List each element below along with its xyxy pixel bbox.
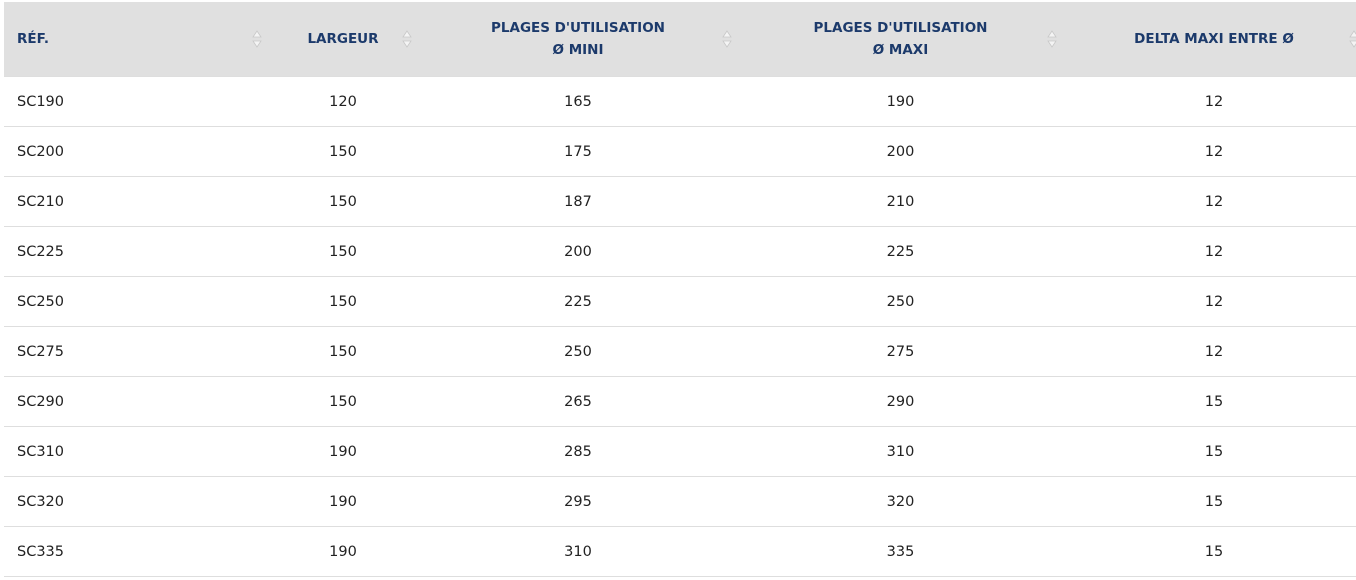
data-table: RÉF. LARGEUR PLAGES D'UTILISATION Ø MINI PLA…: [4, 2, 1356, 577]
table-cell: 150: [268, 276, 418, 327]
table-cell: 295: [418, 476, 738, 527]
sort-arrow: [1047, 40, 1057, 48]
table-row: SC275 150 250 275 12: [4, 326, 1356, 377]
sort-arrow: [1349, 30, 1356, 38]
table-row: SC225 150 200 225 12: [4, 226, 1356, 277]
sort-arrow: [402, 30, 412, 38]
table-row: SC290 150 265 290 15: [4, 376, 1356, 427]
table-cell: SC275: [4, 326, 268, 377]
table-cell: SC310: [4, 426, 268, 477]
table-cell: 150: [268, 126, 418, 177]
table-cell: 250: [418, 326, 738, 377]
sort-arrow: [1349, 40, 1356, 48]
table-cell: 12: [1063, 126, 1356, 177]
header-text: Ø MAXI: [872, 42, 929, 58]
table-cell: 285: [418, 426, 738, 477]
table-cell: SC210: [4, 176, 268, 227]
table-cell: SC200: [4, 126, 268, 177]
table-cell: SC250: [4, 276, 268, 327]
table-cell: 150: [268, 176, 418, 227]
sort-arrow: [722, 40, 732, 48]
table-cell: 225: [738, 226, 1063, 277]
table-cell: 150: [268, 326, 418, 377]
table-cell: 12: [1063, 76, 1356, 127]
table-cell: 190: [738, 76, 1063, 127]
header-text: DELTA MAXI ENTRE Ø: [1134, 31, 1294, 47]
table-cell: 225: [418, 276, 738, 327]
table-cell: 12: [1063, 176, 1356, 227]
sort-arrow: [252, 40, 262, 48]
header-text: RÉF.: [17, 31, 49, 47]
table-cell: 12: [1063, 276, 1356, 327]
header-text: Ø MINI: [552, 42, 604, 58]
table-row: SC190 120 165 190 12: [4, 76, 1356, 127]
table-cell: 310: [418, 526, 738, 577]
sort-icon[interactable]: [402, 29, 412, 49]
sort-icon[interactable]: [252, 29, 262, 49]
table-cell: SC320: [4, 476, 268, 527]
table-cell: 175: [418, 126, 738, 177]
column-header[interactable]: RÉF.: [4, 2, 268, 77]
table-cell: 120: [268, 76, 418, 127]
table-row: SC250 150 225 250 12: [4, 276, 1356, 327]
table-cell: 320: [738, 476, 1063, 527]
table-cell: 250: [738, 276, 1063, 327]
table-row: SC320 190 295 320 15: [4, 476, 1356, 527]
table-cell: 12: [1063, 326, 1356, 377]
table-cell: SC335: [4, 526, 268, 577]
table-cell: 150: [268, 226, 418, 277]
sort-icon[interactable]: [1349, 29, 1356, 49]
sort-arrow: [1047, 30, 1057, 38]
table-cell: SC225: [4, 226, 268, 277]
column-header[interactable]: PLAGES D'UTILISATION Ø MINI: [418, 2, 738, 77]
table-cell: SC190: [4, 76, 268, 127]
table-cell: 15: [1063, 476, 1356, 527]
table-cell: 15: [1063, 526, 1356, 577]
table-cell: 275: [738, 326, 1063, 377]
header-row: RÉF. LARGEUR PLAGES D'UTILISATION Ø MINI PLA…: [4, 2, 1356, 77]
table-head: RÉF. LARGEUR PLAGES D'UTILISATION Ø MINI PLA…: [4, 2, 1356, 77]
table-cell: 200: [738, 126, 1063, 177]
column-header[interactable]: DELTA MAXI ENTRE Ø: [1063, 2, 1356, 77]
table-cell: 165: [418, 76, 738, 127]
table-row: SC210 150 187 210 12: [4, 176, 1356, 227]
table-cell: 265: [418, 376, 738, 427]
table-cell: 187: [418, 176, 738, 227]
header-text: LARGEUR: [307, 31, 379, 47]
table-cell: 190: [268, 476, 418, 527]
sort-arrow: [252, 30, 262, 38]
table-row: SC335 190 310 335 15: [4, 526, 1356, 577]
sort-arrow: [402, 40, 412, 48]
table-cell: 210: [738, 176, 1063, 227]
table-cell: 335: [738, 526, 1063, 577]
table-cell: 290: [738, 376, 1063, 427]
header-text: PLAGES D'UTILISATION: [491, 20, 665, 36]
sort-icon[interactable]: [722, 29, 732, 49]
column-header[interactable]: LARGEUR: [268, 2, 418, 77]
table-cell: 15: [1063, 426, 1356, 477]
table-cell: 200: [418, 226, 738, 277]
table-cell: 310: [738, 426, 1063, 477]
column-header[interactable]: PLAGES D'UTILISATION Ø MAXI: [738, 2, 1063, 77]
table-row: SC310 190 285 310 15: [4, 426, 1356, 477]
table-cell: 12: [1063, 226, 1356, 277]
table-cell: 15: [1063, 376, 1356, 427]
sort-arrow: [722, 30, 732, 38]
table-cell: 190: [268, 526, 418, 577]
table-cell: 150: [268, 376, 418, 427]
table-row: SC200 150 175 200 12: [4, 126, 1356, 177]
table-cell: SC290: [4, 376, 268, 427]
table-cell: 190: [268, 426, 418, 477]
header-text: PLAGES D'UTILISATION: [813, 20, 988, 36]
sort-icon[interactable]: [1047, 29, 1057, 49]
table-body: SC190 120 165 190 12 SC200 150 175 200 12 SC210 150…: [4, 76, 1356, 577]
